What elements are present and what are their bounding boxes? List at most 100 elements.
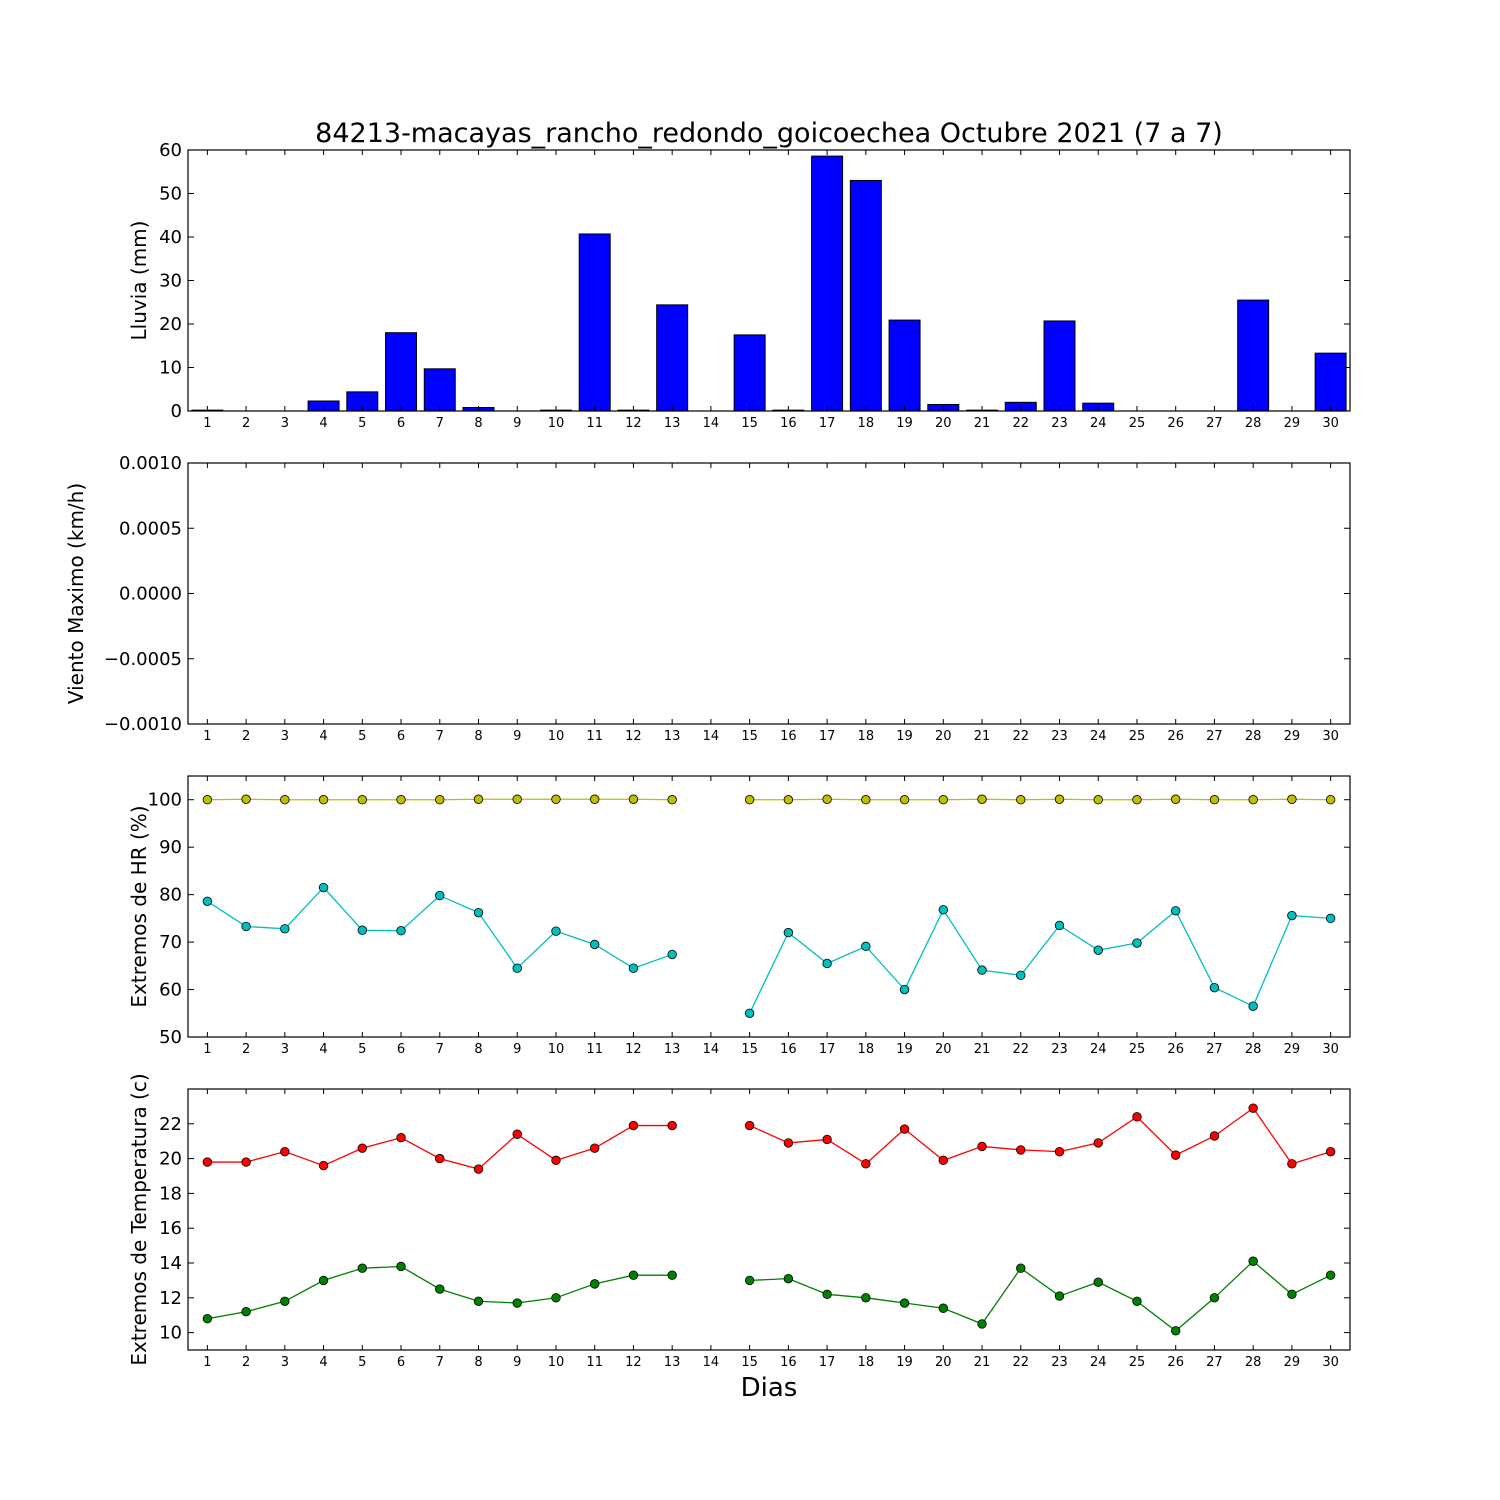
point-day-10 <box>551 926 561 936</box>
x-tick-label: 6 <box>397 1355 405 1370</box>
x-tick-label: 16 <box>780 1042 797 1057</box>
x-tick-label: 9 <box>513 1355 521 1370</box>
x-tick-label: 9 <box>513 1042 521 1057</box>
y-tick-label: 0 <box>171 401 182 422</box>
x-tick-label: 17 <box>819 1042 836 1057</box>
point-day-27 <box>1209 1131 1220 1141</box>
point-day-25 <box>1132 938 1142 948</box>
bar-day-17 <box>811 155 844 412</box>
x-tick-label: 12 <box>625 729 642 744</box>
point-day-16 <box>783 1273 794 1284</box>
x-tick-label: 20 <box>935 729 952 744</box>
x-tick-label: 19 <box>896 1355 913 1370</box>
x-tick-label: 21 <box>974 1355 991 1370</box>
point-day-28 <box>1248 1001 1258 1011</box>
point-day-18 <box>861 795 871 805</box>
y-axis-label: Lluvia (mm) <box>127 221 151 341</box>
point-day-15 <box>744 1008 755 1018</box>
x-tick-label: 7 <box>436 1355 444 1370</box>
x-tick-label: 8 <box>474 729 482 744</box>
x-tick-label: 14 <box>703 416 720 431</box>
x-tick-label: 10 <box>548 1355 565 1370</box>
series-1 <box>202 1103 1336 1174</box>
point-day-29 <box>1287 1289 1297 1300</box>
y-tick-label: 14 <box>159 1253 182 1274</box>
panel-2: 1 2 3 4 5 6 7 8 9 10 11 12 13 14 15 16 17 18 19 20 21 22 23 24 2… <box>64 453 1351 744</box>
point-day-29 <box>1287 1159 1297 1169</box>
point-day-1 <box>202 1157 213 1167</box>
x-tick-label: 30 <box>1322 1042 1339 1057</box>
point-day-8 <box>473 1296 484 1306</box>
x-tick-label: 23 <box>1051 416 1068 431</box>
x-tick-label: 22 <box>1012 1042 1029 1057</box>
x-tick-label: 10 <box>548 416 565 431</box>
x-tick-label: 16 <box>780 1355 797 1370</box>
x-tick-label: 6 <box>397 1042 405 1057</box>
point-day-25 <box>1132 795 1142 805</box>
bar-day-6 <box>385 332 418 412</box>
x-tick-label: 13 <box>664 729 681 744</box>
x-tick-label: 17 <box>819 1355 836 1370</box>
x-tick-label: 5 <box>358 729 366 744</box>
point-day-26 <box>1170 1326 1181 1336</box>
point-day-17 <box>822 1289 832 1300</box>
axes-frame <box>187 1088 1351 1351</box>
x-tick-label: 26 <box>1167 1042 1184 1057</box>
point-day-24 <box>1093 1277 1103 1287</box>
y-tick-label: 50 <box>159 1027 182 1048</box>
x-tick-label: 27 <box>1206 1355 1223 1370</box>
point-day-24 <box>1093 1138 1103 1148</box>
point-day-17 <box>822 794 832 804</box>
x-tick-label: 17 <box>819 729 836 744</box>
x-tick-label: 30 <box>1322 416 1339 431</box>
panels: 1 2 3 4 5 6 7 8 9 10 11 12 13 14 15 16 17 18 19 20 21 22 23 24 2… <box>64 140 1351 1370</box>
x-tick-label: 27 <box>1206 729 1223 744</box>
x-tick-label: 20 <box>935 1355 952 1370</box>
x-tick-label: 4 <box>319 729 327 744</box>
point-day-9 <box>512 1298 522 1308</box>
x-tick-label: 20 <box>935 1042 952 1057</box>
point-day-9 <box>512 963 522 973</box>
x-tick-label: 19 <box>896 1042 913 1057</box>
x-tick-label: 24 <box>1090 1042 1107 1057</box>
series-2 <box>202 882 1336 1018</box>
point-day-19 <box>899 795 910 805</box>
x-tick-label: 2 <box>242 729 250 744</box>
panel-4: 1 2 3 4 5 6 7 8 9 10 11 12 13 14 15 16 17 18 19 20 21 22 23 24 2… <box>127 1073 1351 1370</box>
point-day-3 <box>280 795 290 805</box>
point-day-18 <box>861 1293 871 1303</box>
point-day-1 <box>202 896 213 906</box>
x-tick-label: 6 <box>397 416 405 431</box>
x-tick-label: 18 <box>858 416 875 431</box>
point-day-21 <box>977 1141 987 1152</box>
y-tick-label: 100 <box>148 790 182 811</box>
bar-day-15 <box>733 334 766 412</box>
y-axis-label: Extremos de Temperatura (c) <box>127 1073 151 1365</box>
panel-3: 1 2 3 4 5 6 7 8 9 10 11 12 13 14 15 16 17 18 19 20 21 22 23 24 2… <box>127 775 1351 1057</box>
x-tick-label: 28 <box>1245 1042 1262 1057</box>
series-1 <box>202 794 1336 805</box>
x-tick-label: 1 <box>203 1042 211 1057</box>
y-axis-label: Extremos de HR (%) <box>127 805 151 1007</box>
point-day-15 <box>744 1120 755 1131</box>
point-day-7 <box>435 1284 445 1294</box>
x-tick-label: 3 <box>281 1355 289 1370</box>
point-day-6 <box>396 926 406 936</box>
x-tick-label: 13 <box>664 1042 681 1057</box>
point-day-20 <box>938 905 949 915</box>
x-tick-label: 5 <box>358 416 366 431</box>
x-tick-label: 15 <box>741 729 758 744</box>
point-day-12 <box>628 794 639 804</box>
point-day-11 <box>590 794 600 804</box>
y-tick-label: 12 <box>159 1288 182 1309</box>
x-tick-label: 2 <box>242 1042 250 1057</box>
x-tick-label: 18 <box>858 729 875 744</box>
point-day-8 <box>473 794 484 804</box>
x-tick-label: 30 <box>1322 1355 1339 1370</box>
point-day-26 <box>1170 794 1181 804</box>
y-tick-label: 90 <box>159 837 182 858</box>
point-day-11 <box>590 939 600 950</box>
x-tick-label: 26 <box>1167 1355 1184 1370</box>
